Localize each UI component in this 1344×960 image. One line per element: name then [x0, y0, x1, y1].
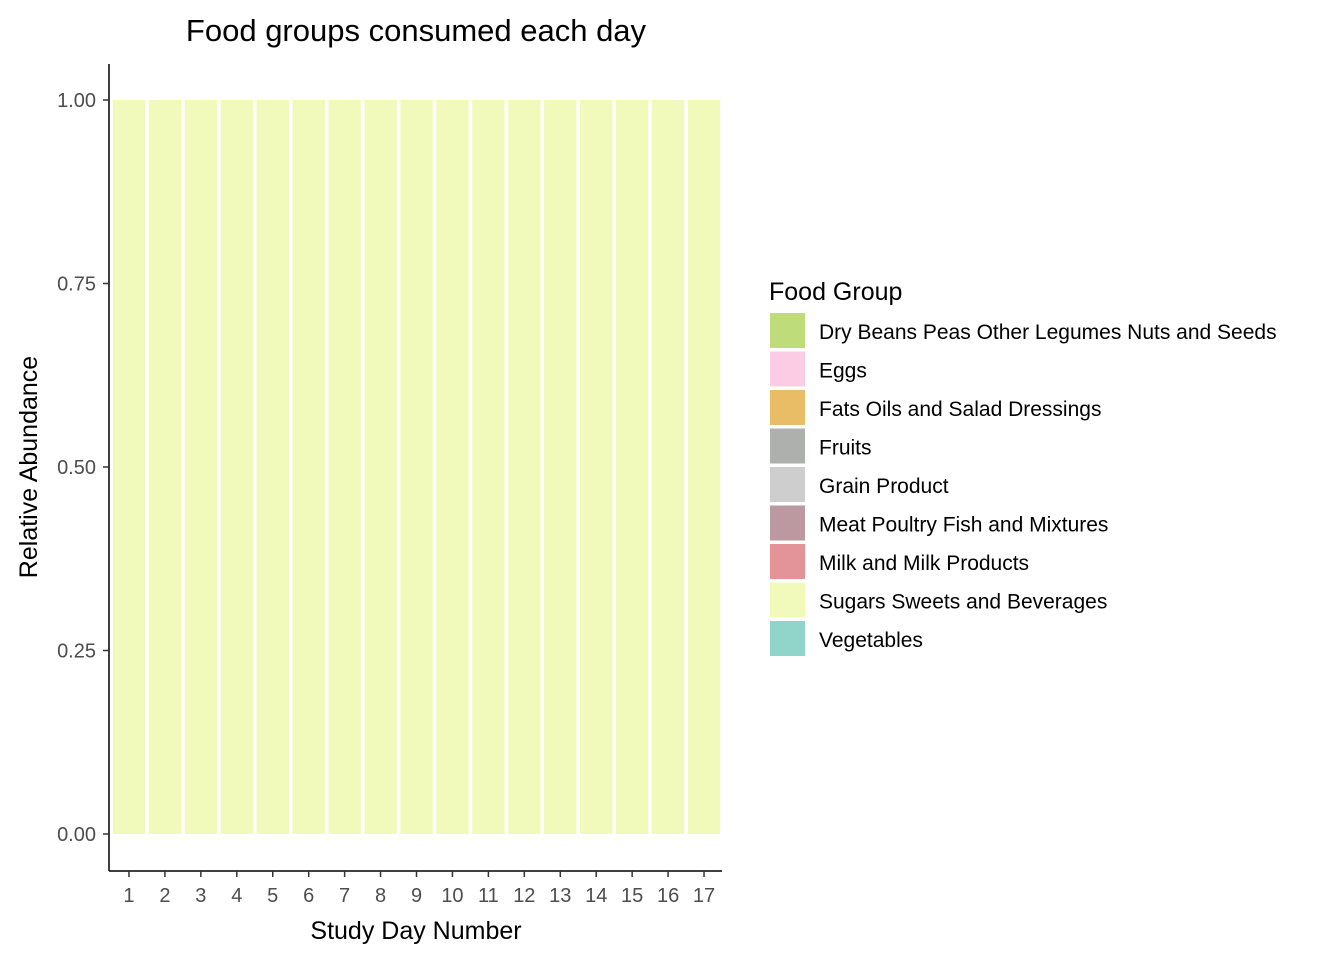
legend-key — [770, 621, 805, 656]
legend-items: Dry Beans Peas Other Legumes Nuts and Se… — [770, 313, 1277, 656]
bar-day-5-series-7 — [256, 100, 289, 834]
x-axis-title: Study Day Number — [310, 917, 521, 945]
legend-label: Sugars Sweets and Beverages — [819, 591, 1107, 614]
legend-label: Vegetables — [819, 629, 923, 652]
x-tick-label: 15 — [621, 885, 643, 907]
bar-day-2-series-7 — [148, 100, 182, 834]
legend-key — [770, 313, 805, 348]
bar-day-3-series-7 — [184, 100, 218, 834]
x-tick-label: 12 — [513, 885, 535, 907]
legend-key — [770, 390, 805, 425]
y-tick-label: 0.25 — [57, 641, 96, 663]
x-tick-label: 16 — [657, 885, 679, 907]
x-tick-label: 8 — [375, 885, 386, 907]
x-tick-label: 3 — [195, 885, 206, 907]
x-tick-label: 14 — [585, 885, 607, 907]
bar-day-11-series-7 — [472, 100, 505, 834]
legend-key — [770, 428, 805, 464]
bar-day-8-series-7 — [364, 100, 397, 834]
y-tick-label: 0.00 — [57, 824, 96, 846]
y-tick-label: 0.50 — [57, 457, 96, 479]
legend-key — [770, 582, 805, 618]
legend-label: Grain Product — [819, 475, 949, 498]
x-tick-label: 17 — [693, 885, 715, 907]
x-tick-label: 9 — [411, 885, 422, 907]
legend-label: Meat Poultry Fish and Mixtures — [819, 514, 1108, 537]
x-tick-label: 5 — [267, 885, 278, 907]
y-axis-ticks: 0.00 0.25 0.50 0.75 1.00 — [57, 90, 109, 846]
legend-title: Food Group — [769, 278, 902, 306]
y-axis-title: Relative Abundance — [15, 356, 43, 578]
x-tick-label: 13 — [549, 885, 571, 907]
legend-label: Fats Oils and Salad Dressings — [819, 398, 1101, 421]
legend-key — [770, 351, 805, 387]
x-axis-ticks: 1 2 3 4 5 6 7 8 9 10 11 12 13 14 15 16 17 — [123, 871, 715, 907]
bar-day-4-series-7 — [220, 100, 253, 834]
bars-group — [112, 100, 721, 834]
bar-day-17-series-7 — [687, 100, 721, 834]
legend-label: Dry Beans Peas Other Legumes Nuts and Se… — [819, 321, 1277, 344]
legend-key — [770, 544, 805, 579]
bar-day-15-series-7 — [615, 100, 649, 834]
x-tick-label: 10 — [441, 885, 463, 907]
y-tick-label: 1.00 — [57, 90, 96, 112]
legend-key — [770, 505, 805, 541]
bar-day-12-series-7 — [508, 100, 541, 834]
x-tick-label: 4 — [231, 885, 242, 907]
x-tick-label: 11 — [478, 885, 499, 907]
x-tick-label: 2 — [159, 885, 170, 907]
bar-day-13-series-7 — [544, 100, 577, 834]
bar-day-16-series-7 — [651, 100, 685, 834]
legend-label: Milk and Milk Products — [819, 552, 1029, 575]
x-tick-label: 7 — [339, 885, 350, 907]
bar-day-10-series-7 — [436, 100, 469, 834]
bar-day-1-series-7 — [112, 100, 146, 834]
x-tick-label: 6 — [303, 885, 314, 907]
y-tick-label: 0.75 — [57, 274, 96, 296]
bar-day-14-series-7 — [580, 100, 613, 834]
legend-label: Fruits — [819, 437, 872, 460]
bar-day-6-series-7 — [292, 100, 325, 834]
chart-title: Food groups consumed each day — [186, 13, 647, 48]
legend: Food Group Dry Beans Peas Other Legumes … — [769, 278, 1277, 656]
bar-day-7-series-7 — [328, 100, 361, 834]
legend-label: Eggs — [819, 360, 867, 383]
legend-key — [770, 467, 805, 502]
bar-day-9-series-7 — [400, 100, 433, 834]
x-tick-label: 1 — [123, 885, 134, 907]
